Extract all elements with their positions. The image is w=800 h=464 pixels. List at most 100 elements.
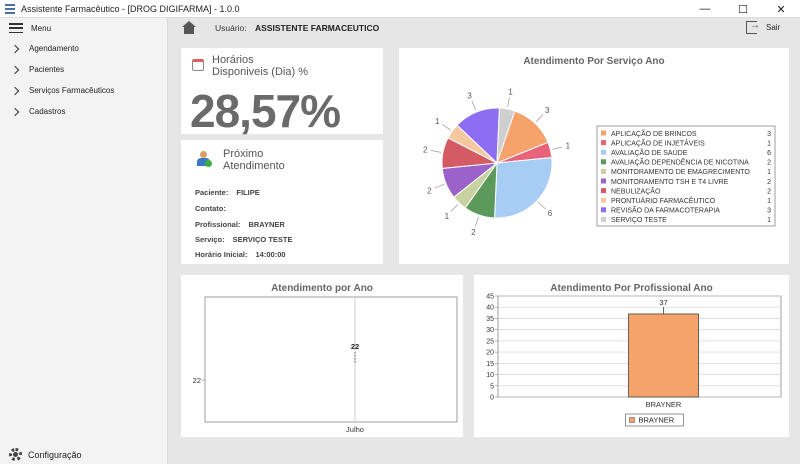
- pie-legend-swatch: [601, 216, 606, 222]
- exit-button[interactable]: Sair: [766, 23, 781, 32]
- pie-data-label: 6: [548, 209, 553, 218]
- config-button[interactable]: Configuração: [9, 448, 82, 461]
- sidebar: Menu Agendamento Pacientes Serviços Farm…: [0, 18, 168, 464]
- sidebar-item-label: Cadastros: [29, 107, 66, 116]
- sidebar-item-label: Pacientes: [29, 65, 65, 74]
- proximo-title: Próximo Atendimento: [223, 148, 285, 172]
- year-xtick-label: Julho: [346, 425, 364, 434]
- pie-legend-label: MONITORAMENTO DE EMAGRECIMENTO: [611, 169, 750, 176]
- pie-chart: 3 1 6 2 1 2 2 1 3 1 APLICAÇÃO DE BRINCOS 3 APLICAÇÃO…: [423, 87, 776, 237]
- pie-leader-line: [471, 100, 476, 111]
- pie-legend-swatch: [601, 207, 606, 213]
- year-chart-title: Atendimento por Ano: [271, 283, 373, 294]
- sidebar-item-cadastros[interactable]: Cadastros: [0, 101, 167, 122]
- proximo-row-servico: Serviço: SERVIÇO TESTE: [195, 235, 293, 244]
- chevron-right-icon: [10, 107, 20, 116]
- prof-xtick-label: BRAYNER: [646, 400, 682, 409]
- sidebar-item-label: Serviços Farmacêuticos: [29, 86, 115, 95]
- prof-ytick-label: 30: [486, 327, 494, 334]
- pie-leader-line: [538, 201, 546, 210]
- row-value: 14:00:00: [255, 250, 286, 259]
- prof-ytick-label: 10: [486, 372, 494, 379]
- prof-ytick-label: 5: [490, 383, 494, 390]
- pie-leader-line: [535, 114, 544, 122]
- pie-legend-swatch: [601, 178, 606, 184]
- sidebar-item-agendamento[interactable]: Agendamento: [0, 38, 167, 59]
- pie-legend-box: [596, 125, 776, 227]
- prof-ytick-label: 15: [486, 361, 494, 368]
- pie-leader-line: [474, 216, 479, 227]
- proximo-row-profissional: Profissional: BRAYNER: [195, 220, 285, 229]
- year-chart: 22 22 Julho: [193, 296, 458, 434]
- hamburger-icon: [9, 23, 23, 33]
- pie-legend-label: APLICAÇÃO DE BRINCOS: [611, 129, 697, 138]
- year-ytick-label: 22: [193, 376, 201, 385]
- close-button[interactable]: ✕: [776, 3, 786, 16]
- exit-icon[interactable]: [746, 20, 760, 34]
- horarios-card: Horários Disponiveis (Dia) % 28,57%: [181, 48, 383, 137]
- pie-legend-label: SERVIÇO TESTE: [611, 217, 667, 224]
- chevron-right-icon: [10, 86, 20, 95]
- row-value: FILIPE: [236, 188, 260, 197]
- pie-leader-line: [450, 204, 459, 212]
- horarios-title-line1: Horários: [212, 54, 254, 66]
- pie-chart-title: Atendimento Por Serviço Ano: [523, 56, 665, 67]
- maximize-button[interactable]: ☐: [738, 3, 748, 16]
- horarios-value: 28,57%: [190, 85, 341, 137]
- prof-chart: 0 5 10 15 20 25 30 35 40 45 37 BRAYNER BRAYNER: [486, 294, 782, 427]
- pie-legend-value: 3: [767, 131, 771, 138]
- pie-legend-value: 1: [767, 140, 771, 147]
- home-icon[interactable]: [182, 21, 196, 34]
- app-icon: [5, 3, 15, 14]
- window-title: Assistente Farmacêutico - [DROG DIGIFARM…: [21, 3, 240, 14]
- sidebar-item-pacientes[interactable]: Pacientes: [0, 59, 167, 80]
- proximo-card: Próximo Atendimento Paciente: FILIPE Cont…: [181, 140, 383, 264]
- row-label: Profissional:: [195, 220, 241, 229]
- window-controls: — ☐ ✕: [686, 0, 800, 18]
- pie-data-label: 1: [435, 117, 440, 126]
- pie-data-label: 1: [566, 142, 571, 151]
- prof-ytick-label: 25: [486, 338, 494, 345]
- pie-data-label: 3: [467, 91, 472, 100]
- row-value: SERVIÇO TESTE: [232, 235, 293, 244]
- sidebar-item-servicos[interactable]: Serviços Farmacêuticos: [0, 80, 167, 101]
- pie-legend-swatch: [601, 149, 606, 155]
- pie-legend-value: 3: [767, 208, 771, 215]
- user-value: ASSISTENTE FARMACEUTICO: [255, 23, 380, 33]
- pie-legend-value: 2: [767, 179, 771, 186]
- proximo-row-paciente: Paciente: FILIPE: [195, 188, 260, 197]
- pie-legend-swatch: [601, 197, 606, 203]
- row-label: Serviço:: [195, 235, 225, 244]
- pie-legend-value: 1: [767, 217, 771, 224]
- pie-data-label: 1: [445, 212, 450, 221]
- prof-data-label: 37: [659, 298, 667, 307]
- pie-leader-line: [507, 97, 510, 108]
- chevron-right-icon: [10, 44, 20, 53]
- prof-ytick-label: 20: [486, 350, 494, 357]
- pie-data-label: 2: [427, 186, 432, 195]
- menu-toggle[interactable]: Menu: [0, 18, 167, 38]
- prof-legend-label: BRAYNER: [639, 416, 675, 425]
- prof-ytick-label: 0: [490, 395, 494, 402]
- proximo-row-contato: Contato:: [195, 204, 234, 213]
- pie-slice: [496, 107, 516, 164]
- prof-bar: [628, 313, 699, 398]
- user-check-icon: [196, 151, 212, 167]
- row-value: BRAYNER: [248, 220, 285, 229]
- prof-ytick-label: 40: [486, 305, 494, 312]
- menu-label: Menu: [31, 23, 52, 33]
- config-label: Configuração: [28, 449, 82, 460]
- row-label: Contato:: [195, 204, 226, 213]
- pie-legend-label: AVALIAÇÃO DEPENDÊNCIA DE NICOTINA: [611, 158, 749, 167]
- sidebar-item-label: Agendamento: [29, 44, 79, 53]
- pie-data-label: 1: [508, 87, 513, 96]
- minimize-button[interactable]: —: [699, 3, 711, 15]
- gear-icon: [9, 448, 22, 461]
- pie-legend-label: REVISÃO DA FARMACOTERAPIA: [611, 206, 720, 215]
- content-topbar: Usuário: ASSISTENTE FARMACEUTICO Sair: [169, 18, 800, 38]
- proximo-title-line1: Próximo: [223, 148, 264, 160]
- pie-chart-card: Atendimento Por Serviço Ano 3 1 6 2 1 2 2 1 3 1 AP…: [399, 48, 789, 264]
- pie-leader-line: [434, 184, 445, 189]
- proximo-row-horario: Horário Inicial: 14:00:00: [195, 250, 286, 259]
- pie-data-label: 3: [545, 106, 550, 115]
